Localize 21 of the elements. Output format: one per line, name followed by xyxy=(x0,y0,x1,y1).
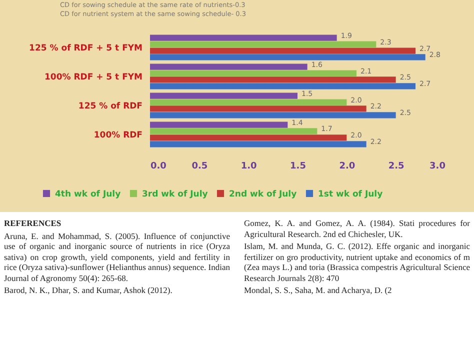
legend-label: 4th wk of July xyxy=(55,190,122,200)
text: Aruna, E. and Mohammad, S. (2005). Influence of conjunctive use of organic and inorganic source of nutrients in rice (Oryza sativa) on crop growth, yield components, yield and fertility in rice (Oryza sativa)-sunflower (Helianthus annus) sequence. Indian Journal of Agronomy 50(4): 265-68. xyxy=(4,230,230,283)
text: Islam, M. and Munda, G. C. (2012). Effe organic and inorganic fertilizer on gro productivity, nutrient uptake and economics of m (Zea mays L.) and toria (Brassica compestris Agricultural Science Research Journals 2(8): 470 xyxy=(244,241,470,283)
y-tick-label: 125 % of RDF xyxy=(78,101,143,112)
text: Mondal, S. S., Saha, M. and Acharya, D. (2 xyxy=(244,285,393,296)
y-tick-label: 100% RDF + 5 t FYM xyxy=(44,72,142,83)
x-tick-label: 1.5 xyxy=(290,162,306,172)
x-tick-label: 0.0 xyxy=(150,162,166,172)
y-tick-label: 125 % of RDF + 5 t FYM xyxy=(29,44,142,54)
x-tick-label: 0.5 xyxy=(192,162,208,172)
y-tick-label: 100% RDF xyxy=(94,130,143,140)
legend-label: 3rd wk of July xyxy=(142,190,208,200)
legend-label: 2nd wk of July xyxy=(229,190,298,200)
text: REFERENCES xyxy=(4,218,62,228)
text: Gomez, K. A. and Gomez, A. A. (1984). Stati procedures for Agricultural Research. 2nd ed Chichesler, UK. xyxy=(244,218,470,239)
legend-label: 1st wk of July xyxy=(318,190,384,200)
text: Barod, N. K., Dhar, S. and Kumar, Ashok (2012). xyxy=(4,285,174,296)
x-tick-label: 2.0 xyxy=(339,162,356,172)
x-tick-label: 3.0 xyxy=(430,162,446,172)
x-tick-label: 2.5 xyxy=(388,162,404,172)
x-tick-label: 1.0 xyxy=(240,162,257,172)
